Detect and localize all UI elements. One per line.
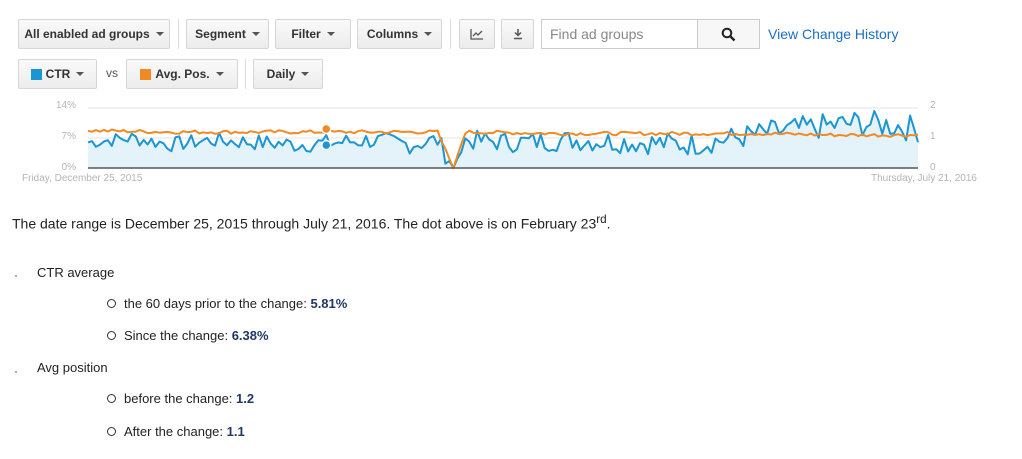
toolbar-separator	[245, 59, 246, 89]
chart-toggle-button[interactable]	[459, 19, 495, 49]
adgroups-filter-label: All enabled ad groups	[24, 27, 150, 41]
y-left-tick: 0%	[61, 162, 76, 173]
metric2-label: Avg. Pos.	[155, 67, 210, 81]
search-icon	[721, 27, 736, 41]
y-left-tick: 7%	[61, 131, 76, 142]
circle-bullet-icon	[107, 299, 116, 309]
y-left-tick: 14%	[55, 100, 76, 111]
chevron-down-icon	[301, 72, 310, 76]
chevron-down-icon	[155, 32, 164, 36]
y-right-tick: 0	[930, 162, 936, 173]
ctr-before-value: 5.81%	[310, 296, 348, 311]
metric2-dropdown[interactable]: Avg. Pos.	[126, 59, 238, 89]
chevron-down-icon	[215, 72, 224, 76]
period-dropdown[interactable]: Daily	[253, 59, 323, 89]
search-input[interactable]	[541, 19, 698, 49]
toolbar-separator	[450, 19, 451, 49]
y-right-tick: 2	[930, 100, 936, 111]
bullet-icon: ·	[14, 268, 18, 282]
filter-label: Filter	[291, 27, 321, 41]
circle-bullet-icon	[107, 394, 116, 404]
vs-label: vs	[106, 66, 118, 80]
caption-sup: rd	[596, 213, 607, 226]
pos-after-label: After the change:	[124, 424, 227, 439]
period-label: Daily	[266, 67, 296, 81]
x-end-label: Thursday, July 21, 2016	[871, 173, 977, 184]
y-right-tick: 1	[930, 131, 936, 142]
performance-chart[interactable]	[0, 90, 1022, 180]
chevron-down-icon	[424, 32, 433, 36]
adgroups-filter-dropdown[interactable]: All enabled ad groups	[18, 19, 170, 49]
pos-after-item: After the change: 1.1	[107, 424, 245, 439]
ctr-area	[88, 111, 918, 168]
ctr-before-label: the 60 days prior to the change:	[124, 296, 311, 311]
avg-pos-color-swatch	[140, 68, 152, 80]
download-icon	[513, 29, 522, 40]
columns-dropdown[interactable]: Columns	[357, 19, 442, 49]
columns-label: Columns	[366, 27, 419, 41]
avg-pos-line	[87, 128, 919, 169]
line-chart-icon	[470, 29, 483, 40]
segment-dropdown[interactable]: Segment	[186, 19, 269, 49]
bullet-icon: ·	[14, 364, 18, 378]
ctr-after-value: 6.38%	[231, 328, 269, 343]
ctr-after-item: Since the change: 6.38%	[107, 328, 269, 343]
x-start-label: Friday, December 25, 2015	[22, 173, 143, 184]
chevron-down-icon	[251, 32, 260, 36]
caption-end: .	[606, 215, 611, 232]
ctr-line	[87, 110, 919, 169]
date-range-caption: The date range is December 25, 2015 thro…	[12, 213, 611, 232]
ctr-color-swatch	[30, 68, 42, 80]
segment-label: Segment	[195, 27, 246, 41]
pos-heading: Avg position	[37, 360, 108, 375]
filter-dropdown[interactable]: Filter	[275, 19, 351, 49]
ctr-after-label: Since the change:	[124, 328, 232, 343]
view-change-history-link[interactable]: View Change History	[768, 26, 899, 42]
download-button[interactable]	[501, 19, 534, 49]
toolbar-separator	[178, 19, 179, 49]
ctr-marker-dot	[321, 139, 332, 151]
pos-before-item: before the change: 1.2	[107, 391, 254, 406]
search-button[interactable]	[697, 19, 760, 49]
pos-before-label: before the change:	[124, 391, 237, 406]
chevron-down-icon	[76, 72, 85, 76]
caption-text: The date range is December 25, 2015 thro…	[12, 215, 597, 232]
circle-bullet-icon	[107, 427, 116, 437]
ctr-before-item: the 60 days prior to the change: 5.81%	[107, 296, 347, 311]
metric1-label: CTR	[45, 67, 71, 81]
pos-after-value: 1.1	[226, 424, 245, 439]
chevron-down-icon	[326, 32, 335, 36]
circle-bullet-icon	[107, 331, 116, 341]
pos-before-value: 1.2	[236, 391, 255, 406]
metric1-dropdown[interactable]: CTR	[18, 59, 97, 89]
avg-pos-marker-dot	[321, 123, 332, 135]
ctr-heading: CTR average	[37, 265, 115, 280]
